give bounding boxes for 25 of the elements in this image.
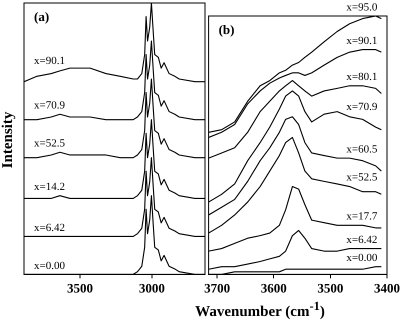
x-tick-label: 3400: [374, 280, 400, 296]
series-label: x=70.9: [34, 100, 66, 112]
x-tick-label: 3700: [204, 280, 230, 296]
annotation: (a): [34, 8, 50, 24]
series-label: x=95.0: [346, 1, 378, 14]
series-label: x=6.42: [346, 234, 378, 246]
y-axis-title: Intensity: [0, 110, 17, 170]
series-label: x=70.9: [346, 100, 378, 113]
series-label: x=0.00: [34, 260, 66, 272]
series-label: x=6.42: [34, 222, 65, 234]
series-label: x=90.1: [346, 34, 378, 47]
series-label: x=52.5: [34, 138, 66, 150]
x-tick-label: 3500: [317, 280, 344, 296]
series-label: x=17.7: [346, 210, 378, 223]
x-tick-label: 3500: [67, 280, 94, 296]
series-label: x=80.1: [346, 71, 378, 84]
series-label: x=0.00: [346, 252, 378, 264]
series-label: x=14.2: [34, 181, 65, 194]
series-label: x=52.5: [346, 171, 378, 184]
annotation: (b): [218, 22, 234, 37]
series-label: x=90.1: [34, 54, 65, 67]
x-tick-label: 3000: [138, 280, 165, 296]
x-axis-title: Wavenumber (cm$^{-1}$): [194, 299, 326, 320]
series-label: x=60.5: [346, 144, 378, 156]
x-tick-label: 3600: [260, 280, 287, 296]
